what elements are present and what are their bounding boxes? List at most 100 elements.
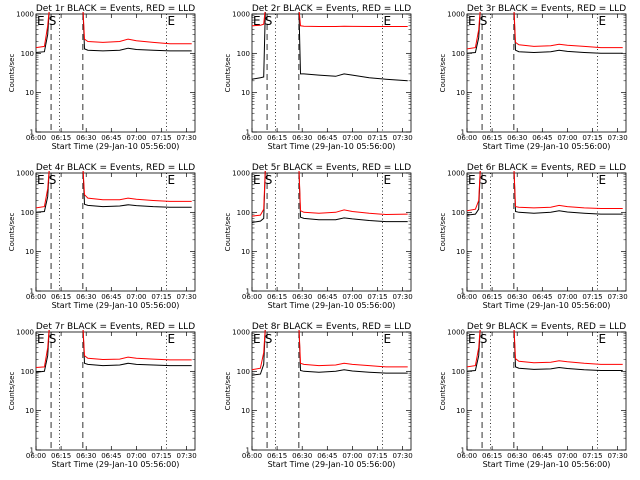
plot-area — [467, 330, 623, 372]
y-tick-label: 1 — [246, 447, 250, 455]
y-axis-label: Counts/sec — [8, 54, 16, 93]
panel-title: Det 9r BLACK = Events, RED = LLD — [467, 322, 626, 332]
x-tick-label: 06:30 — [76, 452, 96, 460]
x-tick-label: 06:45 — [101, 452, 121, 460]
x-axis-label: Start Time (29-Jan-10 05:56:00) — [52, 301, 180, 310]
x-tick-label: 07:00 — [126, 293, 146, 301]
panel-9: Det 9r BLACK = Events, RED = LLD 1 10 100 10… — [439, 322, 628, 469]
x-tick-label: 07:30 — [177, 293, 197, 301]
plot-area — [467, 12, 623, 54]
y-tick-label: 10 — [25, 407, 34, 415]
x-tick-label: 07:15 — [151, 134, 171, 142]
x-tick-label: 06:45 — [532, 134, 552, 142]
x-tick-label: 07:00 — [126, 134, 146, 142]
x-tick-label: 07:00 — [342, 134, 362, 142]
x-tick-label: 06:30 — [292, 452, 312, 460]
x-tick-label: 06:30 — [76, 134, 96, 142]
plot-area — [36, 171, 192, 213]
x-tick-label: 07:00 — [126, 452, 146, 460]
x-tick-label: 06:15 — [267, 293, 287, 301]
y-axis-label: Counts/sec — [439, 213, 447, 252]
y-axis-label: Counts/sec — [224, 213, 232, 252]
x-tick-label: 06:00 — [457, 293, 477, 301]
plot-frame — [251, 172, 412, 292]
x-tick-label: 07:15 — [582, 293, 602, 301]
event-marker-s: S — [480, 173, 488, 187]
x-axis-label: Start Time (29-Jan-10 05:56:00) — [483, 460, 611, 469]
event-marker-e: E — [384, 173, 392, 187]
x-tick-label: 06:15 — [482, 452, 502, 460]
y-tick-label: 100 — [452, 368, 465, 376]
panel-title: Det 6r BLACK = Events, RED = LLD — [467, 163, 626, 173]
y-tick-label: 1000 — [447, 170, 465, 178]
y-tick-label: 1 — [30, 447, 34, 455]
x-tick-label: 07:00 — [342, 452, 362, 460]
x-tick-label: 07:30 — [177, 452, 197, 460]
series-line-events — [36, 12, 192, 53]
x-tick-label: 07:30 — [608, 134, 628, 142]
x-tick-label: 06:15 — [267, 134, 287, 142]
x-tick-label: 06:00 — [242, 134, 262, 142]
x-tick-label: 07:30 — [393, 452, 413, 460]
event-marker-s: S — [480, 332, 488, 346]
y-tick-label: 100 — [237, 50, 250, 58]
event-marker-e: E — [168, 14, 176, 28]
event-marker-s: S — [49, 332, 57, 346]
series-line-lld — [252, 171, 408, 217]
y-axis-label: Counts/sec — [439, 372, 447, 411]
y-tick-label: 10 — [241, 248, 250, 256]
y-tick-label: 1000 — [16, 11, 34, 19]
x-axis-label: Start Time (29-Jan-10 05:56:00) — [268, 301, 396, 310]
series-line-events — [252, 171, 408, 223]
panel-5: Det 5r BLACK = Events, RED = LLD 1 10 100 10… — [224, 163, 413, 310]
y-axis-label: Counts/sec — [224, 54, 232, 93]
x-tick-label: 06:00 — [26, 452, 46, 460]
y-tick-label: 100 — [21, 209, 34, 217]
plot-area — [36, 330, 192, 373]
series-line-lld — [252, 12, 408, 27]
y-axis-label: Counts/sec — [8, 372, 16, 411]
y-tick-label: 1000 — [232, 170, 250, 178]
y-tick-label: 10 — [456, 89, 465, 97]
event-marker-s: S — [49, 14, 57, 28]
x-tick-label: 06:45 — [317, 452, 337, 460]
y-axis-label: Counts/sec — [224, 372, 232, 411]
y-tick-label: 10 — [456, 407, 465, 415]
y-tick-label: 100 — [452, 50, 465, 58]
y-tick-label: 100 — [237, 368, 250, 376]
y-tick-label: 1000 — [232, 329, 250, 337]
plot-frame — [251, 13, 412, 133]
y-tick-label: 1 — [461, 288, 465, 296]
panel-8: Det 8r BLACK = Events, RED = LLD 1 10 100 10… — [224, 322, 413, 469]
plot-frame — [466, 172, 627, 292]
event-marker-e: E — [253, 14, 261, 28]
event-marker-s: S — [480, 14, 488, 28]
panel-3: Det 3r BLACK = Events, RED = LLD 1 10 100 10… — [439, 4, 628, 151]
x-tick-label: 07:15 — [151, 452, 171, 460]
series-line-events — [36, 330, 192, 373]
x-tick-label: 06:00 — [242, 452, 262, 460]
y-tick-label: 100 — [21, 50, 34, 58]
x-axis-label: Start Time (29-Jan-10 05:56:00) — [52, 142, 180, 151]
x-tick-label: 06:15 — [51, 134, 71, 142]
event-marker-s: S — [265, 14, 273, 28]
y-tick-label: 100 — [21, 368, 34, 376]
y-tick-label: 1000 — [447, 11, 465, 19]
panel-title: Det 7r BLACK = Events, RED = LLD — [36, 322, 195, 332]
event-marker-e: E — [384, 14, 392, 28]
y-tick-label: 100 — [237, 209, 250, 217]
x-tick-label: 06:15 — [267, 452, 287, 460]
panel-4: Det 4r BLACK = Events, RED = LLD 1 10 100 10… — [8, 163, 197, 310]
plot-frame — [35, 13, 196, 133]
plot-frame — [35, 172, 196, 292]
panel-title: Det 1r BLACK = Events, RED = LLD — [36, 4, 195, 14]
panel-title: Det 8r BLACK = Events, RED = LLD — [252, 322, 411, 332]
y-tick-label: 1 — [246, 288, 250, 296]
event-marker-e: E — [37, 173, 45, 187]
x-tick-label: 06:45 — [532, 293, 552, 301]
x-tick-label: 07:30 — [177, 134, 197, 142]
x-tick-label: 07:15 — [367, 452, 387, 460]
y-tick-label: 1 — [461, 129, 465, 137]
panel-title: Det 2r BLACK = Events, RED = LLD — [252, 4, 411, 14]
y-tick-label: 1000 — [232, 11, 250, 19]
